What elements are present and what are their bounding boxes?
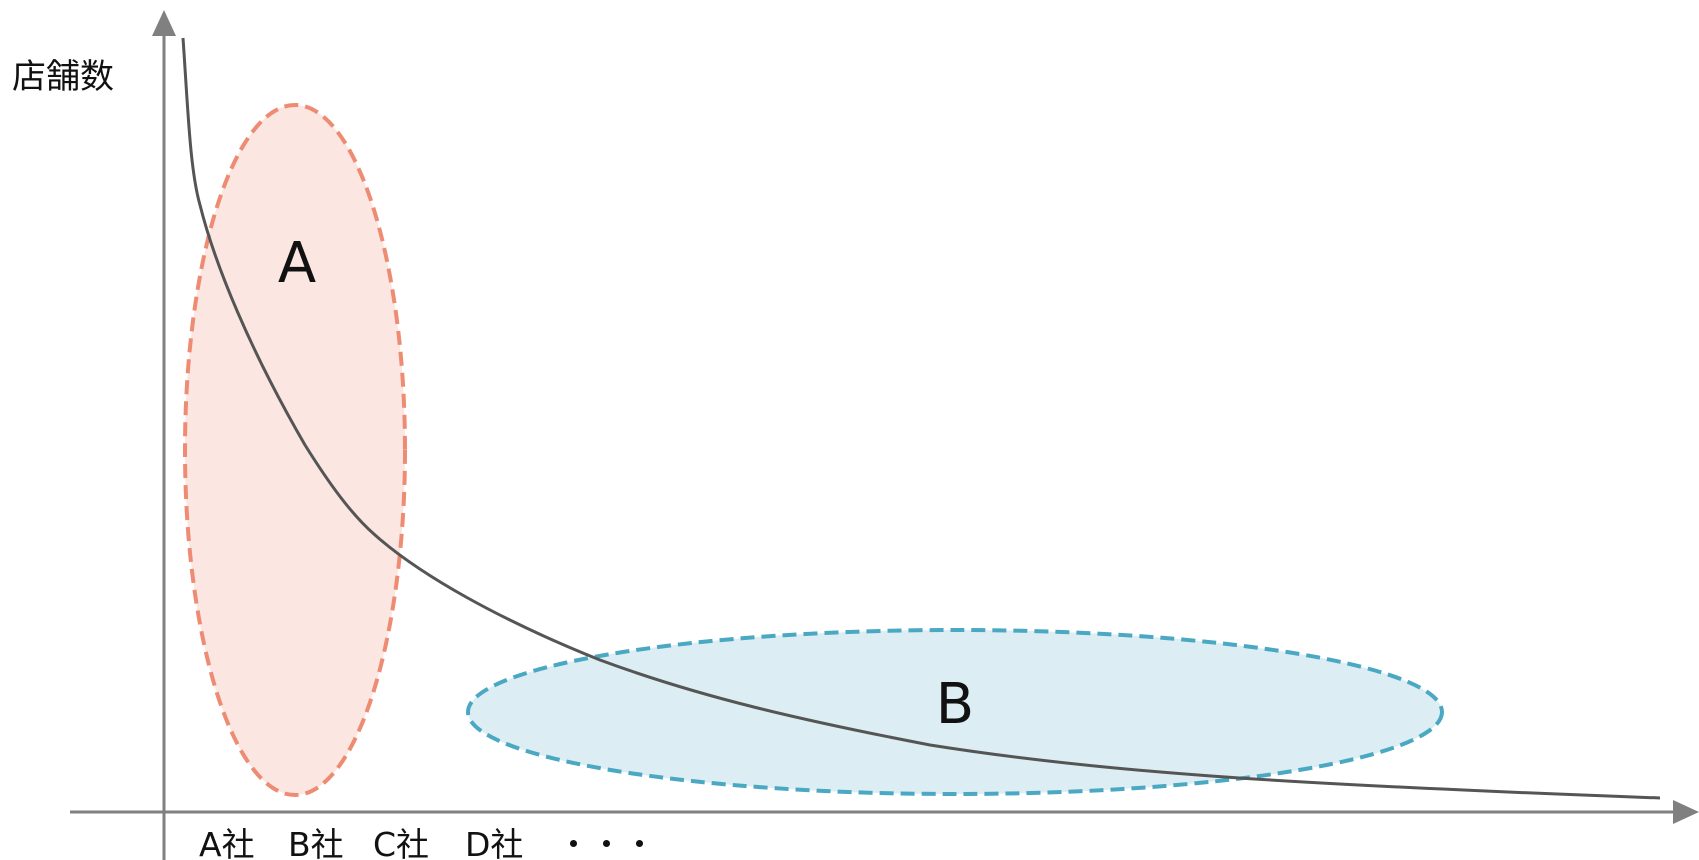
store-count-curve [181, 37, 1661, 800]
region-b-label: B [936, 672, 974, 737]
y-axis-arrow [152, 10, 176, 36]
region-b-ellipse [466, 628, 1444, 796]
x-category-label: C社 [373, 825, 429, 860]
region-a-label: A [278, 231, 316, 296]
y-axis-label: 店舗数 [12, 57, 114, 97]
x-category-label: D社 [465, 825, 523, 860]
x-category-label: B社 [288, 825, 344, 860]
x-category-label: A社 [199, 825, 255, 860]
x-axis-arrow [1673, 800, 1699, 824]
x-category-ellipsis: ・・・ [557, 825, 656, 860]
region-a-ellipse [183, 103, 407, 797]
